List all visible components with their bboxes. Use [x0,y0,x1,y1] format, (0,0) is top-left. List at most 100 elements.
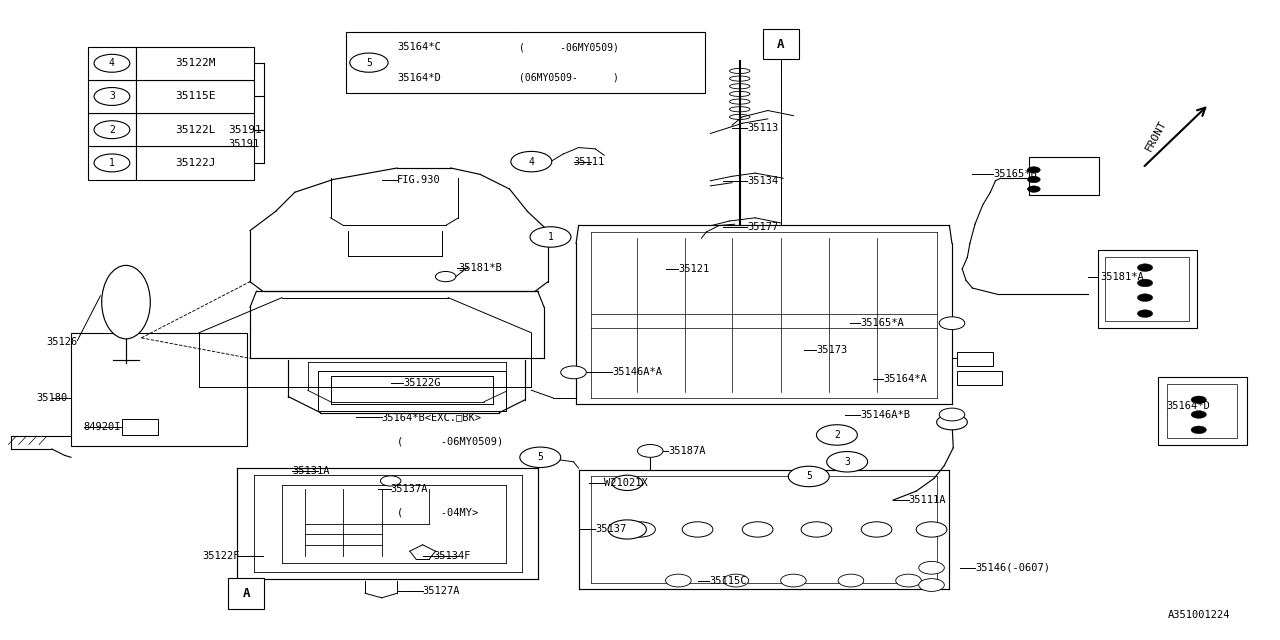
Circle shape [919,561,945,574]
Bar [1029,157,1100,195]
Circle shape [682,522,713,537]
Text: 35115C: 35115C [709,575,746,586]
Circle shape [93,54,129,72]
Circle shape [1028,186,1041,192]
Text: 35113: 35113 [748,124,778,133]
Bar [228,578,264,609]
Bar [346,32,705,93]
Circle shape [666,574,691,587]
Bar [87,80,136,113]
Circle shape [940,408,965,421]
Text: 35121: 35121 [678,264,709,274]
Bar [957,352,993,366]
Bar [136,80,253,113]
Bar [1167,384,1236,438]
Text: (      -04MY>: ( -04MY> [397,508,479,518]
Circle shape [349,53,388,72]
Circle shape [788,467,829,486]
Text: 35177: 35177 [748,223,778,232]
Text: 4: 4 [529,157,534,166]
Text: 35122F: 35122F [202,551,241,561]
Text: FIG.930: FIG.930 [397,175,440,184]
Circle shape [561,366,586,379]
Text: 35191: 35191 [228,140,260,149]
Text: 35127A: 35127A [422,586,460,596]
Circle shape [608,520,646,539]
Circle shape [801,522,832,537]
Ellipse shape [101,266,150,339]
Text: 4: 4 [109,58,115,68]
Bar [70,333,247,447]
Text: 35137: 35137 [595,524,626,534]
Text: 35111: 35111 [573,157,604,166]
Text: 5: 5 [806,472,812,481]
Text: 2: 2 [109,125,115,134]
Bar [1098,250,1198,328]
Text: 35111A: 35111A [909,495,946,505]
Circle shape [919,579,945,591]
Circle shape [723,574,749,587]
Text: 35146A*A: 35146A*A [612,367,662,378]
Text: (      -06MY0509): ( -06MY0509) [518,42,618,52]
Circle shape [530,227,571,247]
Circle shape [93,121,129,139]
Text: 35180: 35180 [37,393,68,403]
Circle shape [511,152,552,172]
Text: 35122J: 35122J [175,158,215,168]
Text: 35115E: 35115E [175,92,215,102]
Bar [763,29,799,60]
Circle shape [1192,411,1207,419]
Text: 35173: 35173 [817,345,847,355]
Circle shape [435,271,456,282]
Text: 35164*D: 35164*D [1167,401,1211,412]
Text: 35122M: 35122M [175,58,215,68]
Circle shape [1138,279,1153,287]
Text: W21021X: W21021X [604,478,648,488]
Bar [122,419,157,435]
Text: 35122G: 35122G [403,378,440,388]
Text: 5: 5 [366,58,372,68]
Circle shape [896,574,922,587]
Text: 35164*B<EXC.□BK>: 35164*B<EXC.□BK> [381,412,481,422]
Text: FRONT: FRONT [1144,119,1169,154]
Circle shape [1138,310,1153,317]
Circle shape [93,88,129,106]
Text: 2: 2 [835,430,840,440]
Circle shape [937,415,968,430]
Bar [87,113,136,147]
Text: 35165*B: 35165*B [993,170,1037,179]
Text: A: A [242,587,250,600]
Text: 1: 1 [548,232,553,242]
Circle shape [93,154,129,172]
Circle shape [940,317,965,330]
Text: 35137A: 35137A [390,484,429,494]
Circle shape [625,522,655,537]
Circle shape [612,475,643,490]
Text: 35164*A: 35164*A [883,374,927,384]
Text: 35164*D: 35164*D [397,73,440,83]
Bar [136,147,253,179]
Text: 35146A*B: 35146A*B [860,410,910,419]
Text: 3: 3 [109,92,115,102]
Bar [1158,378,1247,445]
Circle shape [817,425,858,445]
Text: 35164*C: 35164*C [397,42,440,52]
Circle shape [1138,294,1153,301]
Bar [136,113,253,147]
Text: 84920I: 84920I [83,422,122,432]
Text: 35126: 35126 [47,337,78,348]
Circle shape [1138,264,1153,271]
Text: 35131A: 35131A [292,466,330,476]
Text: 35134F: 35134F [433,551,470,561]
Circle shape [1028,176,1041,182]
Bar [136,47,253,80]
Text: A: A [777,38,785,51]
Text: (06MY0509-      ): (06MY0509- ) [518,73,618,83]
Circle shape [1192,396,1207,404]
Text: A351001224: A351001224 [1169,610,1230,620]
Text: (      -06MY0509): ( -06MY0509) [397,436,503,446]
Text: 5: 5 [538,452,543,462]
Circle shape [380,476,401,486]
Bar [957,371,1002,385]
Text: 35165*A: 35165*A [860,318,904,328]
